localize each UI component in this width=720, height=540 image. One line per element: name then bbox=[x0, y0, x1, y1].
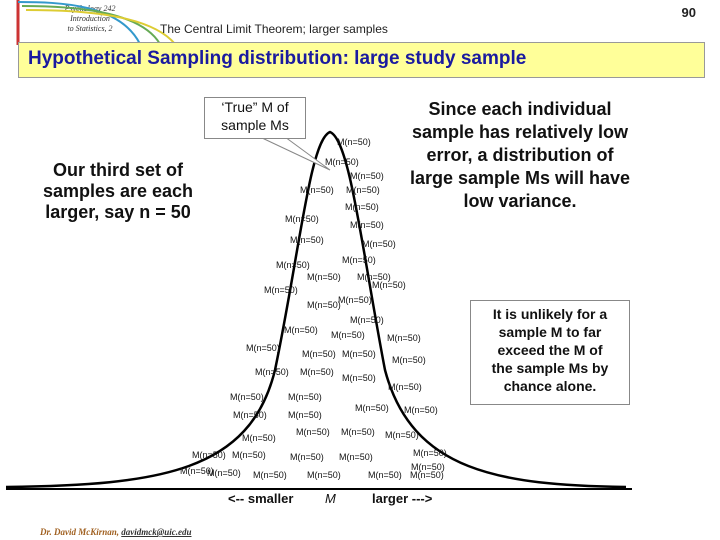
sample-mean-label: M(n=50) bbox=[233, 410, 267, 420]
sample-mean-label: M(n=50) bbox=[385, 430, 419, 440]
sample-mean-label: M(n=50) bbox=[350, 171, 384, 181]
sample-mean-label: M(n=50) bbox=[288, 410, 322, 420]
bell-curve-line bbox=[5, 130, 627, 489]
sample-mean-label: M(n=50) bbox=[232, 450, 266, 460]
sample-mean-label: M(n=50) bbox=[342, 255, 376, 265]
sample-mean-label: M(n=50) bbox=[246, 343, 280, 353]
sample-mean-label: M(n=50) bbox=[276, 260, 310, 270]
sample-mean-label: M(n=50) bbox=[362, 239, 396, 249]
sample-mean-label: M(n=50) bbox=[341, 427, 375, 437]
right-text-line: sample has relatively low bbox=[411, 122, 629, 142]
sample-mean-label: M(n=50) bbox=[392, 355, 426, 365]
sample-mean-label: M(n=50) bbox=[339, 452, 373, 462]
sample-mean-label: M(n=50) bbox=[342, 373, 376, 383]
sample-mean-label: M(n=50) bbox=[296, 427, 330, 437]
left-text-line: Our third set of bbox=[53, 160, 183, 180]
sample-mean-label: M(n=50) bbox=[346, 185, 380, 195]
sample-mean-label: M(n=50) bbox=[355, 403, 389, 413]
sample-mean-label: M(n=50) bbox=[388, 382, 422, 392]
slide-title: Hypothetical Sampling distribution: larg… bbox=[28, 48, 527, 69]
box-text-line: exceed the M of bbox=[497, 342, 603, 358]
sample-mean-label: M(n=50) bbox=[207, 468, 241, 478]
sample-mean-label: M(n=50) bbox=[264, 285, 298, 295]
right-text-line: low variance. bbox=[463, 191, 577, 211]
box-text-line: the sample Ms by bbox=[491, 360, 609, 376]
sample-mean-label: M(n=50) bbox=[325, 157, 359, 167]
lecture-title: The Central Limit Theorem; larger sample… bbox=[160, 22, 388, 36]
course-line: Introduction bbox=[70, 14, 110, 23]
sample-mean-label: M(n=50) bbox=[404, 405, 438, 415]
header-curve-green bbox=[21, 5, 161, 45]
right-text-line: large sample Ms will have bbox=[409, 168, 631, 188]
header-decoration bbox=[16, 0, 176, 45]
sample-mean-label: M(n=50) bbox=[410, 470, 444, 480]
sample-mean-label: M(n=50) bbox=[242, 433, 276, 443]
header-curve-blue bbox=[17, 1, 141, 45]
sample-mean-label: M(n=50) bbox=[300, 185, 334, 195]
sample-mean-label: M(n=50) bbox=[192, 450, 226, 460]
axis-label-larger: larger ---> bbox=[372, 491, 433, 506]
box-text-line: chance alone. bbox=[503, 378, 597, 394]
sample-mean-label: M(n=50) bbox=[345, 202, 379, 212]
header-curve-yellow bbox=[25, 9, 176, 45]
sample-mean-label: M(n=50) bbox=[285, 214, 319, 224]
sample-mean-label: M(n=50) bbox=[255, 367, 289, 377]
axis-label-smaller: <-- smaller bbox=[228, 491, 294, 506]
conclusion-box: It is unlikely for a sample M to far exc… bbox=[470, 300, 630, 405]
sample-mean-label: M(n=50) bbox=[342, 349, 376, 359]
sample-mean-label: M(n=50) bbox=[331, 330, 365, 340]
sample-mean-label: M(n=50) bbox=[413, 448, 447, 458]
callout-line: sample Ms bbox=[221, 117, 289, 133]
callout-line: ‘True” M of bbox=[221, 99, 289, 115]
sample-mean-label: M(n=50) bbox=[387, 333, 421, 343]
footer-author: Dr. David McKirnan, bbox=[40, 527, 120, 537]
sample-mean-label: M(n=50) bbox=[350, 220, 384, 230]
left-text-line: samples are each bbox=[42, 181, 194, 201]
x-axis bbox=[6, 488, 632, 490]
sample-mean-label: M(n=50) bbox=[290, 452, 324, 462]
sample-mean-label: M(n=50) bbox=[368, 470, 402, 480]
course-line: to Statistics, 2 bbox=[67, 24, 113, 33]
axis-label-mean: M bbox=[325, 491, 336, 506]
sample-mean-label: M(n=50) bbox=[230, 392, 264, 402]
box-text-line: It is unlikely for a bbox=[492, 306, 608, 322]
sample-mean-label: M(n=50) bbox=[288, 392, 322, 402]
footer: Dr. David McKirnan, davidmck@uic.edu bbox=[40, 527, 192, 537]
sample-mean-label: M(n=50) bbox=[302, 349, 336, 359]
left-text-line: larger, say n = 50 bbox=[45, 202, 191, 222]
right-explanation: Since each individual sample has relativ… bbox=[384, 98, 656, 213]
sample-mean-label: M(n=50) bbox=[411, 462, 445, 472]
sample-mean-label: M(n=50) bbox=[284, 325, 318, 335]
left-explanation: Our third set of samples are each larger… bbox=[18, 160, 218, 223]
sample-mean-label: M(n=50) bbox=[357, 272, 391, 282]
distribution-curve bbox=[5, 130, 627, 489]
title-banner bbox=[18, 42, 705, 78]
sample-mean-label: M(n=50) bbox=[350, 315, 384, 325]
sample-mean-label: M(n=50) bbox=[338, 295, 372, 305]
sample-mean-label: M(n=50) bbox=[300, 367, 334, 377]
page-number: 90 bbox=[681, 5, 696, 20]
true-mean-callout: ‘True” M of sample Ms bbox=[204, 97, 306, 139]
sample-mean-label: M(n=50) bbox=[290, 235, 324, 245]
sample-mean-label: M(n=50) bbox=[337, 137, 371, 147]
right-text-line: error, a distribution of bbox=[426, 145, 614, 165]
footer-email[interactable]: davidmck@uic.edu bbox=[121, 527, 192, 537]
sample-mean-label: M(n=50) bbox=[180, 466, 214, 476]
sample-mean-label: M(n=50) bbox=[307, 300, 341, 310]
box-text-line: sample M to far bbox=[498, 324, 602, 340]
sample-mean-label: M(n=50) bbox=[253, 470, 287, 480]
right-text-line: Since each individual bbox=[428, 99, 612, 119]
sample-mean-label: M(n=50) bbox=[307, 470, 341, 480]
sample-mean-label: M(n=50) bbox=[307, 272, 341, 282]
sample-mean-label: M(n=50) bbox=[372, 280, 406, 290]
